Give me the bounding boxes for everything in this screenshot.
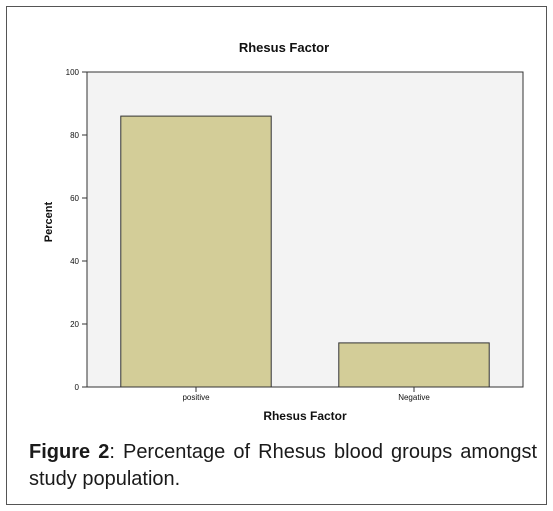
bar-positive (120, 115, 272, 388)
x-axis-label: Rhesus Factor (263, 409, 347, 423)
y-axis: 0 20 40 60 80 100 (66, 68, 87, 392)
figure-caption: Figure 2: Percentage of Rhesus blood gro… (29, 439, 537, 493)
caption-label: Figure 2 (29, 441, 110, 463)
caption-text: : Percentage of Rhesus blood groups amon… (29, 441, 537, 490)
y-tick-label: 40 (70, 257, 79, 266)
y-tick-label: 60 (70, 194, 79, 203)
figure-frame: Rhesus Factor 0 20 40 60 80 100 positive Negat… (6, 6, 547, 505)
x-tick-label: Negative (398, 393, 430, 402)
x-axis: positive Negative (182, 387, 430, 402)
y-tick-label: 20 (70, 320, 79, 329)
y-tick-label: 100 (66, 68, 80, 77)
x-tick-label: positive (182, 393, 210, 402)
y-axis-label: Percent (43, 201, 55, 242)
rhesus-bar-chart: Rhesus Factor 0 20 40 60 80 100 positive Negat… (20, 20, 536, 433)
bar-negative (338, 342, 490, 388)
bars-group (120, 115, 490, 388)
y-tick-label: 80 (70, 131, 79, 140)
y-tick-label: 0 (75, 383, 80, 392)
chart-area: Rhesus Factor 0 20 40 60 80 100 positive Negat… (20, 20, 536, 433)
chart-title: Rhesus Factor (239, 40, 329, 55)
